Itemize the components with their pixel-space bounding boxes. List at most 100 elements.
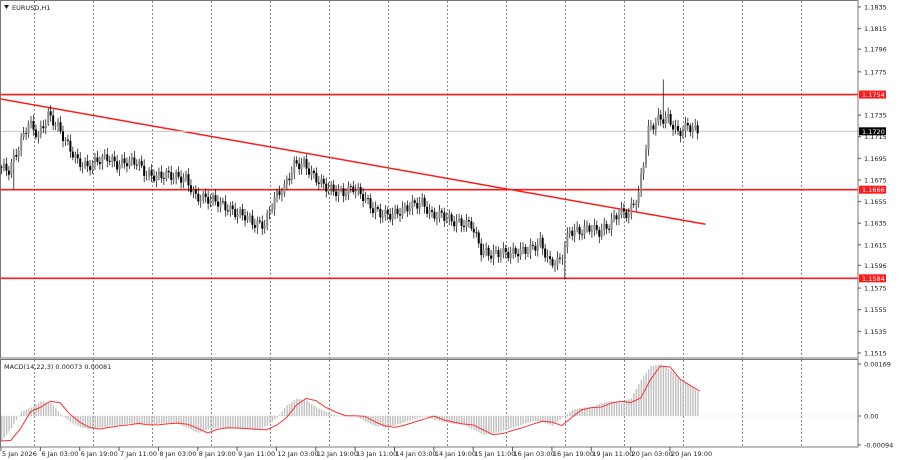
macd-histogram-bar xyxy=(532,416,534,422)
candle-body xyxy=(246,216,249,221)
macd-histogram-bar xyxy=(461,416,463,425)
candle-body xyxy=(347,186,350,195)
candle-body xyxy=(79,158,82,168)
macd-histogram-bar xyxy=(635,388,638,416)
candle-body xyxy=(413,200,416,203)
candle-body xyxy=(10,162,13,175)
macd-histogram-bar xyxy=(92,416,94,429)
candle-body xyxy=(130,157,133,160)
candle-body xyxy=(563,247,566,258)
macd-histogram-bar xyxy=(138,416,141,425)
macd-histogram-bar xyxy=(382,416,384,428)
candle-body xyxy=(359,187,362,195)
macd-histogram-bar xyxy=(320,409,323,416)
macd-tick-label: -0.00094 xyxy=(864,441,893,449)
candle-body xyxy=(89,166,92,171)
candle-body xyxy=(689,125,692,133)
candle-body xyxy=(640,174,643,192)
price-axis[interactable]: 1.1835 1.1815 1.1796 1.1775 1.1735 1.1715 1.16… xyxy=(858,4,887,358)
candle-body xyxy=(239,209,242,214)
candle-body xyxy=(271,209,274,212)
candle-body xyxy=(32,121,35,130)
candle-body xyxy=(625,211,628,218)
macd-histogram-bar xyxy=(387,416,389,427)
macd-histogram-bar xyxy=(340,415,342,417)
candle-body xyxy=(556,257,559,266)
macd-histogram-bar xyxy=(8,416,10,432)
candle-body xyxy=(411,200,414,209)
candle-body xyxy=(435,218,438,219)
candle-body xyxy=(7,170,10,175)
macd-histogram-bar xyxy=(274,416,276,420)
macd-histogram-bar xyxy=(571,409,574,416)
candle-body xyxy=(472,228,475,233)
candle-body xyxy=(182,177,185,183)
macd-histogram-bar xyxy=(197,416,200,433)
macd-histogram-bar xyxy=(360,416,362,420)
price-tick-label: 1.1535 xyxy=(864,328,887,336)
time-tick-label: 14 Jan 03:00 xyxy=(396,450,437,458)
macd-histogram-bar xyxy=(190,416,192,430)
macd-histogram-bar xyxy=(121,416,123,425)
candle-body xyxy=(576,227,579,231)
candle-body xyxy=(165,171,168,179)
candle-body xyxy=(630,203,633,214)
candle-body xyxy=(502,248,505,255)
candle-body xyxy=(197,193,200,202)
macd-histogram-bar xyxy=(465,416,468,427)
candle-body xyxy=(428,210,431,214)
macd-histogram-bar xyxy=(483,416,485,435)
candle-body xyxy=(399,214,402,216)
candle-body xyxy=(258,220,261,222)
macd-histogram-bar xyxy=(684,382,687,416)
macd-histogram-bar xyxy=(271,416,273,422)
candle-body xyxy=(57,122,60,126)
macd-histogram-bar xyxy=(645,372,647,416)
candle-body xyxy=(367,198,370,199)
candle-body xyxy=(155,175,158,181)
macd-histogram-bar xyxy=(638,384,640,416)
candle-body xyxy=(654,123,657,130)
candle-body xyxy=(679,130,682,136)
macd-histogram-bar xyxy=(202,416,205,432)
macd-histogram-bar xyxy=(215,416,217,429)
macd-histogram-bar xyxy=(96,416,99,428)
macd-histogram-bar xyxy=(158,416,160,424)
macd-histogram-bar xyxy=(185,416,187,428)
trendline xyxy=(0,98,706,226)
candle-body xyxy=(285,178,288,185)
macd-histogram-bar xyxy=(323,410,325,416)
candle-body xyxy=(148,170,151,176)
time-tick-label: 20 Jan 19:00 xyxy=(671,450,712,458)
candle-body xyxy=(125,163,128,167)
macd-histogram-bar xyxy=(119,416,121,425)
macd-histogram-bar xyxy=(259,416,261,429)
candle-body xyxy=(76,154,79,159)
macd-histogram-bar xyxy=(79,416,82,428)
candle-body xyxy=(295,160,298,164)
macd-histogram-bar xyxy=(675,374,677,416)
macd-histogram-bar xyxy=(42,401,45,416)
candle-body xyxy=(266,213,269,226)
macd-histogram-bar xyxy=(431,416,433,420)
candle-body xyxy=(507,251,510,259)
macd-histogram-bar xyxy=(286,405,288,416)
macd-histogram-bar xyxy=(616,401,618,416)
candle-body xyxy=(103,154,106,157)
macd-histogram-bar xyxy=(613,401,615,416)
macd-histogram-bar xyxy=(411,416,414,420)
macd-histogram-bar xyxy=(338,415,340,417)
triangle-down-icon[interactable] xyxy=(4,5,9,9)
macd-histogram-bar xyxy=(32,405,35,416)
macd-histogram-bar xyxy=(200,416,202,433)
macd-histogram-bar xyxy=(473,416,475,430)
candle-body xyxy=(389,213,392,220)
macd-histogram-bar xyxy=(25,409,27,416)
macd-histogram-bar xyxy=(126,416,128,424)
time-axis[interactable]: 5 Jan 2026 6 Jan 03:00 6 Jan 19:00 7 Jan 11… xyxy=(0,447,712,458)
macd-histogram-bar xyxy=(133,416,136,425)
macd-histogram-bar xyxy=(69,416,72,423)
candle-body xyxy=(376,207,379,209)
candle-body xyxy=(244,215,247,221)
